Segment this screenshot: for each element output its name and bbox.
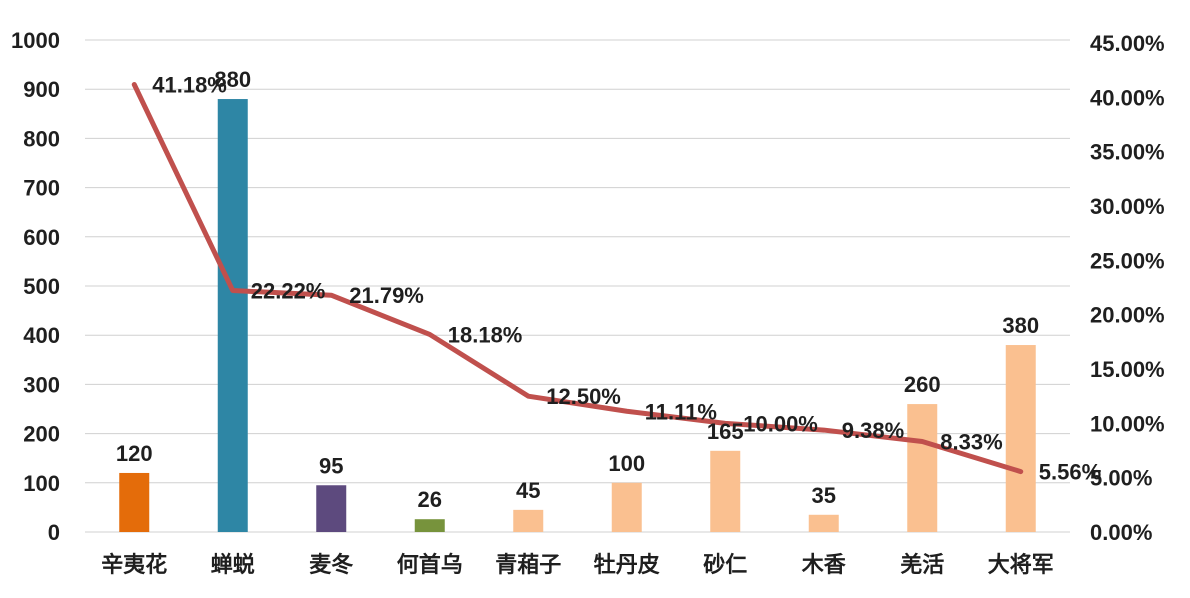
x-tick-label: 蝉蜕 [211, 552, 255, 578]
x-tick-label: 青葙子 [495, 552, 561, 578]
line-value-label: 22.22% [251, 279, 326, 304]
left-y-axis: 0 100 200 300 400 500 600 700 800 900 1000 [11, 28, 60, 545]
bar [808, 514, 839, 532]
bar-value-label: 35 [812, 483, 836, 508]
y-tick-label: 100 [23, 471, 60, 496]
y2-tick-label: 30.00% [1090, 194, 1165, 219]
bar-value-label: 165 [707, 419, 744, 444]
bar-value-label: 95 [319, 453, 343, 478]
bar-value-label: 380 [1002, 313, 1039, 338]
bar [907, 404, 938, 532]
y-tick-label: 900 [23, 77, 60, 102]
line-value-label: 21.79% [349, 283, 424, 308]
line-value-label: 9.38% [842, 418, 904, 443]
y2-tick-label: 0.00% [1090, 520, 1152, 545]
bar [217, 99, 248, 532]
x-axis: 辛夷花 蝉蜕 麦冬 何首乌 青葙子 牡丹皮 砂仁 木香 羌活 大将军 [101, 552, 1054, 578]
bar-value-label: 260 [904, 372, 941, 397]
bar-value-label: 880 [214, 67, 251, 92]
line-value-label: 11.11% [645, 399, 717, 424]
y-tick-label: 800 [23, 126, 60, 151]
right-y-axis: 0.00% 5.00% 10.00% 15.00% 20.00% 25.00% 30.00%… [1090, 31, 1165, 545]
x-tick-label: 大将军 [988, 552, 1054, 578]
bar-value-label: 100 [608, 451, 645, 476]
bar [513, 509, 544, 532]
line-value-label: 12.50% [546, 384, 621, 409]
y-tick-label: 500 [23, 274, 60, 299]
line-series [131, 82, 1024, 475]
bar [119, 472, 150, 532]
x-tick-label: 何首乌 [397, 552, 463, 578]
bar-value-label: 120 [116, 441, 153, 466]
line-value-label: 10.00% [743, 411, 818, 436]
y-tick-label: 0 [48, 520, 60, 545]
x-tick-label: 麦冬 [309, 552, 353, 578]
bar-series [119, 99, 1036, 532]
gridlines [85, 39, 1070, 533]
y-tick-label: 300 [23, 372, 60, 397]
y2-tick-label: 35.00% [1090, 140, 1165, 165]
y-tick-label: 1000 [11, 28, 60, 53]
x-tick-label: 砂仁 [703, 552, 747, 578]
y-tick-label: 400 [23, 323, 60, 348]
y2-tick-label: 45.00% [1090, 31, 1165, 56]
y2-tick-label: 25.00% [1090, 248, 1165, 273]
x-tick-label: 羌活 [900, 552, 944, 578]
y2-tick-label: 15.00% [1090, 357, 1165, 382]
line-value-label: 5.56% [1039, 460, 1101, 485]
bar-value-label: 45 [516, 478, 540, 503]
y-tick-label: 200 [23, 422, 60, 447]
x-tick-label: 牡丹皮 [594, 552, 660, 578]
bar [316, 485, 347, 532]
x-tick-label: 木香 [801, 553, 846, 578]
y-tick-label: 700 [23, 176, 60, 201]
bar [1005, 345, 1036, 532]
bar-value-label: 26 [418, 487, 442, 512]
line-value-label: 18.18% [448, 322, 523, 347]
y2-tick-label: 20.00% [1090, 303, 1165, 328]
line-data-labels: 41.18% 22.22% 21.79% 18.18% 12.50% 11.11% 10.0… [152, 73, 1101, 485]
line-path [131, 82, 1024, 475]
line-value-label: 41.18% [152, 73, 227, 98]
x-tick-label: 辛夷花 [101, 552, 167, 578]
y2-tick-label: 5.00% [1090, 466, 1152, 491]
bar [414, 519, 445, 532]
y2-tick-label: 40.00% [1090, 85, 1165, 110]
y-tick-label: 600 [23, 225, 60, 250]
line-value-label: 8.33% [940, 429, 1002, 454]
bar [611, 482, 642, 532]
bar [710, 450, 741, 532]
y2-tick-label: 10.00% [1090, 411, 1165, 436]
bar-data-labels: 120 880 95 26 45 100 165 35 260 380 [116, 67, 1039, 512]
